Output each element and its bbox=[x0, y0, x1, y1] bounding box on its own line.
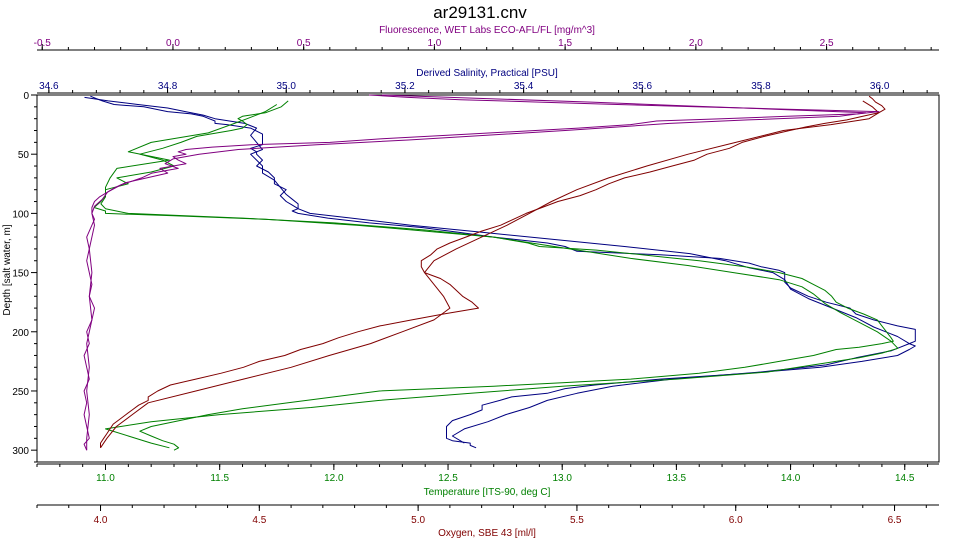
temperature-tick-label: 11.5 bbox=[210, 473, 229, 484]
depth-axis: Depth [salt water, m] 0 50 100 150 200 250 300 bbox=[2, 91, 37, 463]
fluorescence-tick-label: 1.0 bbox=[427, 38, 441, 49]
oxygen-tick-label: 4.0 bbox=[94, 515, 108, 526]
fluorescence-tick-label: 2.5 bbox=[820, 38, 834, 49]
oxygen-tick-label: 5.5 bbox=[570, 515, 584, 526]
temperature-profile-line bbox=[100, 104, 899, 449]
oxygen-tick-label: 6.5 bbox=[888, 515, 902, 526]
temperature-axis-label: Temperature [ITS-90, deg C] bbox=[424, 487, 551, 498]
temperature-tick-label: 11.0 bbox=[96, 473, 115, 484]
salinity-axis-label: Derived Salinity, Practical [PSU] bbox=[416, 68, 558, 79]
depth-tick-label: 100 bbox=[12, 209, 29, 220]
temperature-tick-label: 14.5 bbox=[895, 473, 915, 484]
plot-area bbox=[36, 94, 940, 463]
series-group bbox=[83, 94, 916, 451]
oxygen-profile-line bbox=[100, 100, 880, 449]
depth-tick-label: 50 bbox=[18, 150, 30, 161]
temperature-tick-label: 13.5 bbox=[667, 473, 687, 484]
salinity-tick-label: 35.6 bbox=[633, 81, 653, 92]
temperature-tick-label: 12.0 bbox=[324, 473, 344, 484]
chart-title: ar29131.cnv bbox=[433, 3, 527, 22]
salinity-tick-label: 34.8 bbox=[158, 81, 178, 92]
salinity-tick-label: 36.0 bbox=[870, 81, 890, 92]
salinity-profile-line bbox=[90, 95, 916, 449]
salinity-tick-label: 35.8 bbox=[751, 81, 771, 92]
depth-tick-label: 200 bbox=[12, 328, 29, 339]
depth-tick-label: 0 bbox=[23, 91, 29, 102]
salinity-tick-label: 35.2 bbox=[395, 81, 415, 92]
temperature-axis: 11.0 11.5 12.0 12.5 13.0 13.5 14.0 14.5 Tempera… bbox=[36, 463, 939, 498]
salinity-tick-label: 34.6 bbox=[39, 81, 59, 92]
fluorescence-axis: Fluorescence, WET Labs ECO-AFL/FL [mg/m^… bbox=[34, 25, 939, 51]
fluorescence-profile-line bbox=[86, 94, 867, 451]
depth-tick-label: 250 bbox=[12, 387, 29, 398]
depth-tick-label: 150 bbox=[12, 269, 29, 280]
fluorescence-tick-label: 0.5 bbox=[297, 38, 311, 49]
salinity-tick-label: 35.4 bbox=[514, 81, 534, 92]
oxygen-tick-label: 5.0 bbox=[411, 515, 425, 526]
fluorescence-tick-label: 2.0 bbox=[689, 38, 703, 49]
temperature-tick-label: 14.0 bbox=[781, 473, 801, 484]
oxygen-tick-label: 6.0 bbox=[729, 515, 743, 526]
fluorescence-tick-label: -0.5 bbox=[34, 38, 52, 49]
fluorescence-profile-line bbox=[83, 94, 880, 451]
oxygen-axis: 4.0 4.5 5.0 5.5 6.0 6.5 Oxygen, SBE 43 [ml/l] bbox=[36, 504, 939, 539]
salinity-axis: Derived Salinity, Practical [PSU] 34.6 34… bbox=[37, 68, 939, 94]
fluorescence-tick-label: 1.5 bbox=[558, 38, 572, 49]
salinity-tick-label: 35.0 bbox=[277, 81, 297, 92]
oxygen-tick-label: 4.5 bbox=[252, 515, 266, 526]
temperature-tick-label: 12.5 bbox=[438, 473, 458, 484]
temperature-tick-label: 13.0 bbox=[552, 473, 572, 484]
depth-tick-label: 300 bbox=[12, 446, 29, 457]
fluorescence-axis-label: Fluorescence, WET Labs ECO-AFL/FL [mg/m^… bbox=[379, 25, 595, 36]
depth-axis-label: Depth [salt water, m] bbox=[2, 224, 13, 315]
oxygen-profile-line bbox=[100, 95, 886, 448]
fluorescence-tick-label: 0.0 bbox=[166, 38, 180, 49]
oxygen-axis-label: Oxygen, SBE 43 [ml/l] bbox=[438, 528, 536, 539]
